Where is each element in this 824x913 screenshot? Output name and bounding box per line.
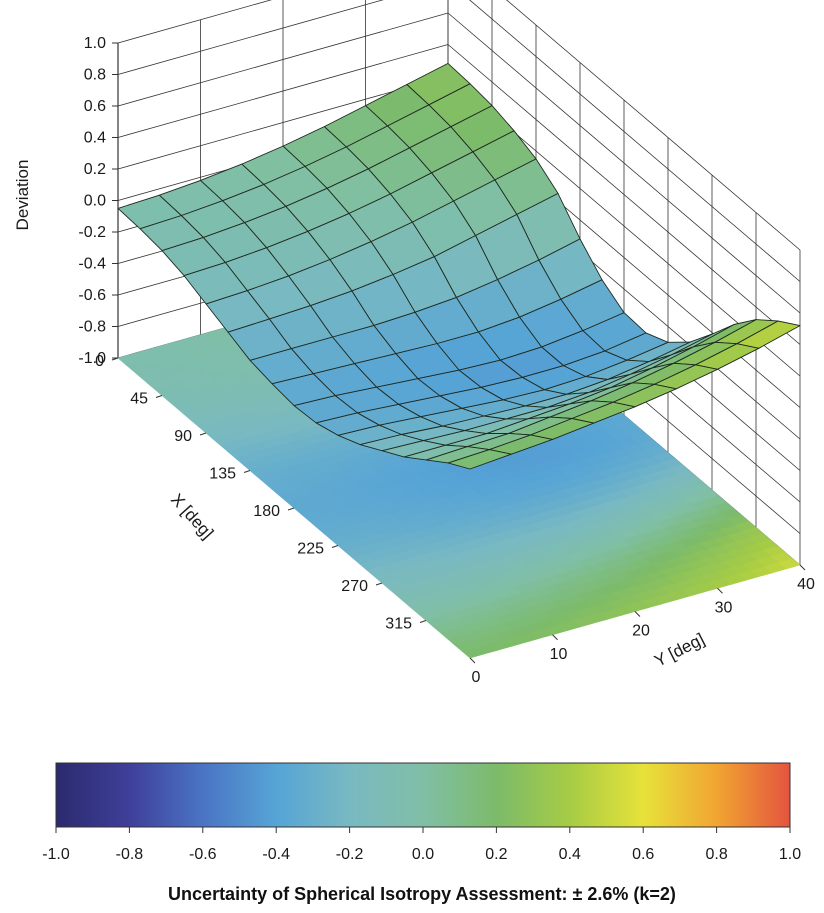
x-tick-mark bbox=[199, 432, 207, 436]
z-tick-label: -0.4 bbox=[78, 256, 106, 273]
x-axis-ticks: 0 45 90 135 180 225 270 315 bbox=[95, 353, 427, 633]
z-axis-label: Deviation bbox=[13, 160, 32, 231]
y-tick-mark bbox=[717, 587, 723, 594]
x-tick-label: 315 bbox=[385, 616, 412, 633]
colorbar-tick-label: 0.2 bbox=[485, 846, 507, 863]
z-tick-label: 0.8 bbox=[84, 67, 106, 84]
x-tick-mark bbox=[111, 357, 119, 361]
x-tick-label: 0 bbox=[95, 353, 104, 370]
colorbar-tick-label: 0.6 bbox=[632, 846, 654, 863]
colorbar-tick-label: -1.0 bbox=[42, 846, 70, 863]
z-tick-label: -0.8 bbox=[78, 319, 106, 336]
x-tick-label: 45 bbox=[130, 391, 148, 408]
x-tick-mark bbox=[287, 507, 295, 511]
y-tick-label: 20 bbox=[632, 623, 650, 640]
colorbar-tick-label: -0.6 bbox=[189, 846, 217, 863]
x-tick-label: 90 bbox=[174, 428, 192, 445]
x-tick-mark bbox=[331, 545, 339, 548]
y-tick-label: 30 bbox=[715, 599, 733, 616]
z-tick-label: 0.2 bbox=[84, 161, 106, 178]
colorbar-tick-label: 0.8 bbox=[705, 846, 727, 863]
x-tick-label: 225 bbox=[297, 541, 324, 558]
z-tick-label: 0.4 bbox=[84, 130, 106, 147]
y-tick-label: 40 bbox=[797, 576, 815, 593]
x-tick-mark bbox=[419, 620, 427, 623]
x-tick-mark bbox=[243, 470, 251, 473]
y-tick-mark bbox=[552, 634, 558, 641]
y-tick-label: 0 bbox=[472, 669, 481, 686]
y-tick-mark bbox=[799, 564, 806, 571]
x-tick-mark bbox=[375, 582, 383, 586]
colorbar-tick-label: 1.0 bbox=[779, 846, 801, 863]
colorbar-tick-label: 0.4 bbox=[559, 846, 581, 863]
z-tick-label: 1.0 bbox=[84, 35, 106, 52]
z-tick-label: -1.0 bbox=[78, 350, 106, 367]
z-tick-label: -0.6 bbox=[78, 287, 106, 304]
x-tick-mark bbox=[155, 395, 163, 398]
colorbar-tick-label: -0.8 bbox=[116, 846, 144, 863]
y-axis-label: Y [deg] bbox=[651, 629, 707, 670]
surface-cell bbox=[117, 194, 182, 230]
z-tick-label: -0.2 bbox=[78, 224, 106, 241]
colorbar-tick-label: 0.0 bbox=[412, 846, 434, 863]
colorbar: -1.0 -0.8 -0.6 -0.4 -0.2 0.0 0.2 0.4 0.6 0.8 1.0 bbox=[42, 762, 801, 863]
colorbar-tick-label: -0.4 bbox=[262, 846, 290, 863]
colorbar-caption: Uncertainty of Spherical Isotropy Assess… bbox=[168, 884, 676, 904]
y-tick-mark bbox=[469, 657, 476, 664]
colorbar-gradient bbox=[55, 762, 791, 828]
z-axis-ticks: 1.0 0.8 0.6 0.4 0.2 0.0 -0.2 -0.4 -0.6 -0.8 -1.0 bbox=[78, 35, 118, 367]
x-tick-label: 135 bbox=[209, 466, 236, 483]
x-tick-label: 180 bbox=[253, 503, 280, 520]
left-wall-gridline bbox=[117, 0, 273, 44]
y-axis-ticks: 0 10 20 30 40 bbox=[469, 564, 815, 686]
z-tick-label: 0.6 bbox=[84, 98, 106, 115]
x-axis-label: X [deg] bbox=[167, 490, 217, 543]
z-tick-label: 0.0 bbox=[84, 193, 106, 210]
y-tick-mark bbox=[634, 611, 641, 617]
colorbar-ticks: -1.0 -0.8 -0.6 -0.4 -0.2 0.0 0.2 0.4 0.6 0.8 1.0 bbox=[42, 827, 801, 863]
colorbar-tick-label: -0.2 bbox=[336, 846, 364, 863]
y-tick-label: 10 bbox=[550, 646, 568, 663]
deviation-surface bbox=[117, 62, 801, 470]
x-tick-label: 270 bbox=[341, 578, 368, 595]
